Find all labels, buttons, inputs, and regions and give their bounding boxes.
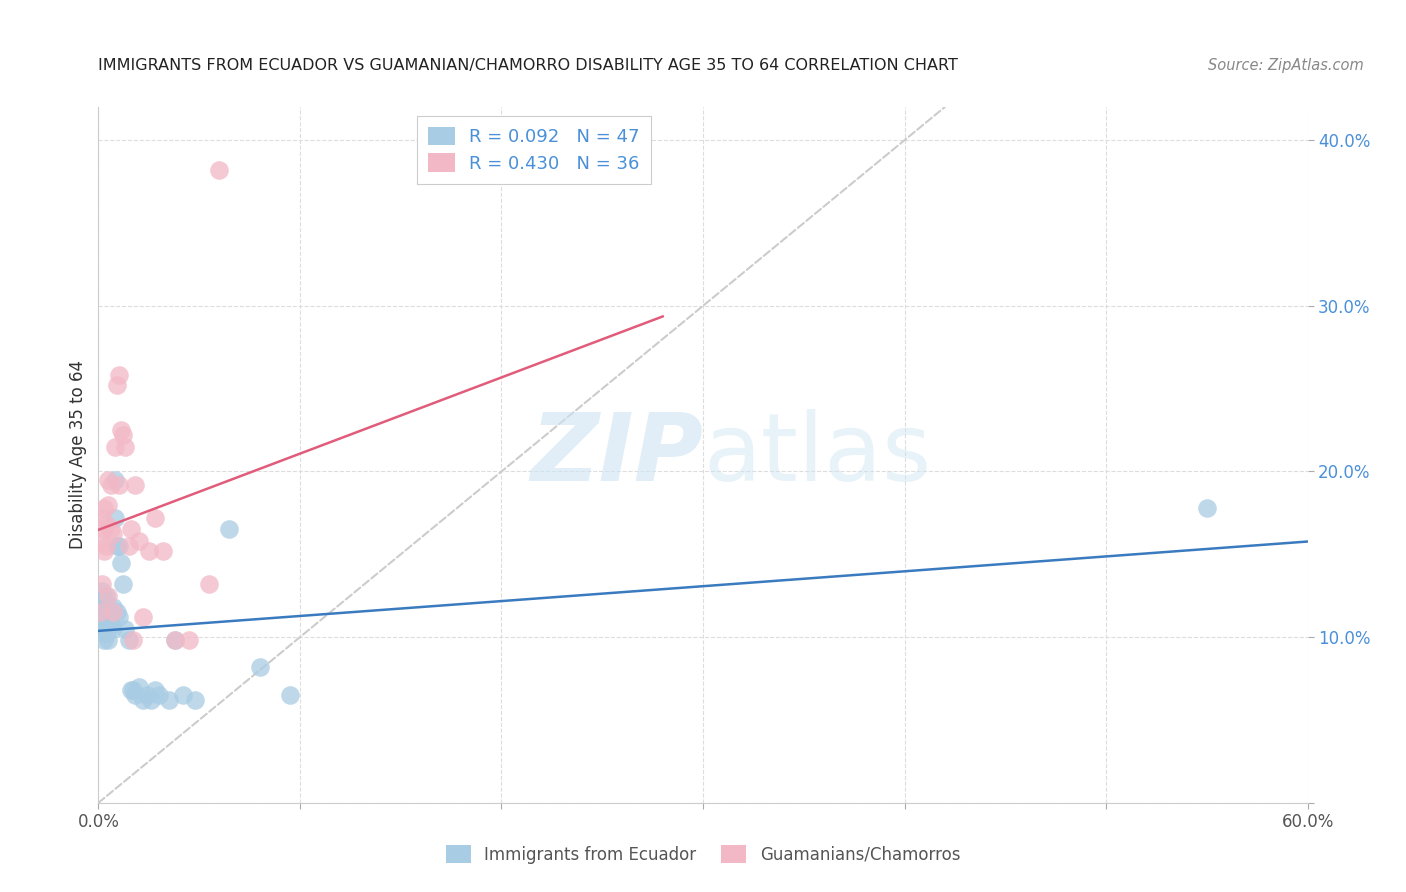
- Point: [148, 688, 170, 702]
- Point: [111, 577, 134, 591]
- Point: [96, 627, 118, 641]
- Point: [177, 633, 201, 648]
- Text: Source: ZipAtlas.com: Source: ZipAtlas.com: [1208, 58, 1364, 73]
- Point: [97, 600, 120, 615]
- Point: [111, 428, 134, 442]
- Point: [97, 498, 120, 512]
- Point: [89, 605, 111, 619]
- Point: [107, 610, 129, 624]
- Point: [110, 556, 132, 570]
- Point: [132, 610, 155, 624]
- Point: [91, 577, 114, 591]
- Point: [121, 683, 143, 698]
- Point: [97, 633, 120, 648]
- Point: [163, 633, 186, 648]
- Point: [107, 539, 129, 553]
- Point: [93, 544, 115, 558]
- Point: [278, 688, 301, 702]
- Point: [93, 593, 115, 607]
- Point: [120, 683, 142, 698]
- Point: [121, 633, 143, 648]
- Point: [107, 368, 129, 383]
- Point: [100, 477, 122, 491]
- Point: [105, 605, 128, 619]
- Point: [208, 163, 231, 178]
- Point: [1195, 500, 1218, 515]
- Point: [101, 527, 124, 541]
- Point: [124, 477, 146, 491]
- Point: [93, 500, 115, 515]
- Point: [101, 605, 124, 619]
- Point: [249, 660, 271, 674]
- Point: [172, 688, 194, 702]
- Point: [143, 683, 166, 698]
- Point: [101, 622, 124, 636]
- Point: [114, 622, 136, 636]
- Point: [100, 605, 122, 619]
- Legend: Immigrants from Ecuador, Guamanians/Chamorros: Immigrants from Ecuador, Guamanians/Cham…: [439, 838, 967, 871]
- Point: [93, 633, 115, 648]
- Point: [120, 523, 142, 537]
- Point: [96, 610, 118, 624]
- Text: atlas: atlas: [703, 409, 931, 501]
- Point: [163, 633, 186, 648]
- Point: [91, 511, 114, 525]
- Point: [198, 577, 221, 591]
- Point: [103, 511, 125, 525]
- Point: [103, 440, 125, 454]
- Text: IMMIGRANTS FROM ECUADOR VS GUAMANIAN/CHAMORRO DISABILITY AGE 35 TO 64 CORRELATIO: IMMIGRANTS FROM ECUADOR VS GUAMANIAN/CHA…: [98, 58, 959, 73]
- Point: [132, 693, 155, 707]
- Y-axis label: Disability Age 35 to 64: Disability Age 35 to 64: [69, 360, 87, 549]
- Point: [118, 633, 141, 648]
- Point: [110, 423, 132, 437]
- Point: [93, 622, 115, 636]
- Point: [128, 680, 150, 694]
- Point: [107, 477, 129, 491]
- Point: [89, 605, 111, 619]
- Point: [96, 539, 118, 553]
- Point: [89, 534, 111, 549]
- Point: [218, 523, 240, 537]
- Point: [96, 589, 118, 603]
- Point: [143, 511, 166, 525]
- Point: [100, 523, 122, 537]
- Point: [103, 473, 125, 487]
- Point: [101, 600, 124, 615]
- Point: [139, 693, 162, 707]
- Point: [96, 517, 118, 532]
- Point: [97, 614, 120, 628]
- Point: [97, 473, 120, 487]
- Point: [91, 616, 114, 631]
- Text: ZIP: ZIP: [530, 409, 703, 501]
- Point: [89, 593, 111, 607]
- Point: [97, 589, 120, 603]
- Point: [138, 544, 160, 558]
- Point: [135, 688, 157, 702]
- Point: [157, 693, 180, 707]
- Point: [128, 534, 150, 549]
- Point: [93, 610, 115, 624]
- Point: [100, 616, 122, 631]
- Point: [105, 378, 128, 392]
- Point: [105, 539, 128, 553]
- Point: [91, 583, 114, 598]
- Legend: R = 0.092   N = 47, R = 0.430   N = 36: R = 0.092 N = 47, R = 0.430 N = 36: [416, 116, 651, 184]
- Point: [124, 688, 146, 702]
- Point: [114, 440, 136, 454]
- Point: [91, 600, 114, 615]
- Point: [152, 544, 174, 558]
- Point: [93, 523, 115, 537]
- Point: [118, 539, 141, 553]
- Point: [184, 693, 207, 707]
- Point: [97, 622, 120, 636]
